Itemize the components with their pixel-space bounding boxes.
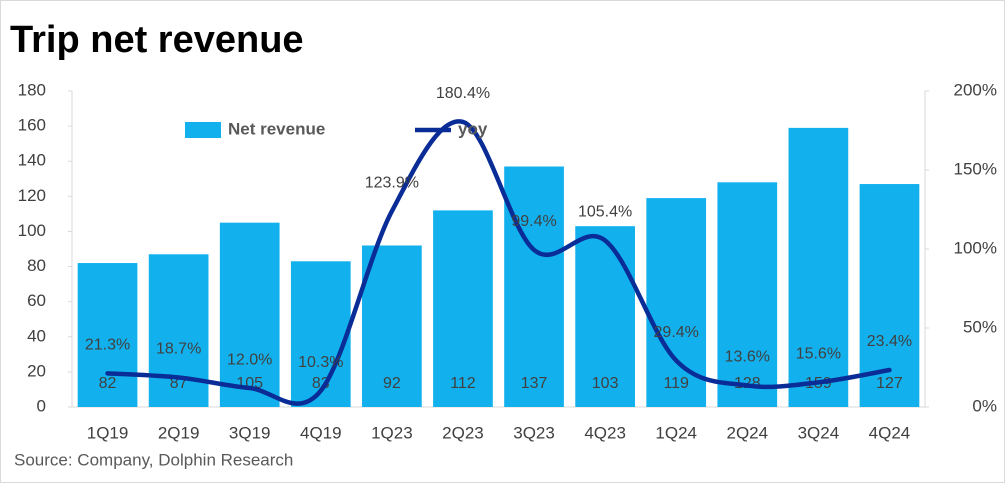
y-tick-label: 180: [18, 80, 46, 99]
bar: [77, 263, 138, 407]
x-tick-label: 2Q19: [158, 423, 200, 442]
y2-tick-label: 150%: [954, 159, 997, 178]
y-tick-label: 100: [18, 221, 46, 240]
line-value-label: 99.4%: [511, 213, 556, 230]
line-value-label: 29.4%: [654, 324, 699, 341]
x-tick-label: 4Q19: [300, 423, 342, 442]
line-value-label: 180.4%: [436, 85, 490, 102]
bar: [433, 210, 493, 407]
bar: [504, 166, 564, 407]
y-tick-label: 0: [37, 396, 46, 415]
line-value-label: 12.0%: [227, 351, 272, 368]
y-tick-label: 160: [18, 116, 46, 135]
legend-swatch: [185, 122, 221, 138]
x-tick-label: 1Q24: [655, 423, 697, 442]
bar-value-label: 92: [383, 375, 401, 392]
y2-tick-label: 0%: [972, 396, 997, 415]
bar-value-label: 119: [663, 375, 689, 392]
y-tick-label: 140: [18, 151, 46, 170]
line-value-label: 21.3%: [85, 337, 130, 354]
bar-value-label: 103: [592, 375, 619, 392]
x-tick-label: 3Q24: [798, 423, 840, 442]
line-value-label: 23.4%: [867, 333, 912, 350]
y-tick-label: 60: [27, 291, 46, 310]
legend-label: yoy: [458, 119, 488, 138]
y-tick-label: 20: [27, 361, 46, 380]
bar: [717, 182, 778, 407]
x-tick-label: 3Q23: [513, 423, 555, 442]
line-value-label: 18.7%: [156, 341, 201, 358]
line-value-label: 105.4%: [578, 204, 632, 221]
x-tick-label: 1Q19: [87, 423, 129, 442]
bar: [575, 226, 635, 407]
bar: [646, 198, 707, 407]
y-tick-label: 80: [27, 256, 46, 275]
bar: [219, 222, 280, 407]
bar-value-label: 112: [450, 375, 476, 392]
x-tick-label: 4Q23: [584, 423, 626, 442]
bar-value-label: 82: [99, 375, 117, 392]
bar-value-label: 127: [876, 375, 903, 392]
x-tick-label: 1Q23: [371, 423, 413, 442]
bar: [788, 127, 849, 407]
x-tick-label: 4Q24: [869, 423, 911, 442]
bar: [290, 261, 351, 407]
x-tick-label: 3Q19: [229, 423, 271, 442]
chart-title: Trip net revenue: [10, 19, 304, 61]
line-value-label: 123.9%: [365, 174, 419, 191]
bar-value-label: 137: [521, 375, 548, 392]
x-tick-label: 2Q24: [726, 423, 768, 442]
line-value-label: 15.6%: [796, 346, 841, 363]
y2-tick-label: 100%: [954, 238, 997, 257]
x-tick-label: 2Q23: [442, 423, 484, 442]
y2-tick-label: 200%: [954, 80, 997, 99]
legend-label: Net revenue: [228, 119, 325, 138]
line-value-label: 10.3%: [298, 354, 343, 371]
source-note: Source: Company, Dolphin Research: [14, 450, 293, 469]
y-tick-label: 40: [27, 326, 46, 345]
y2-tick-label: 50%: [963, 317, 997, 336]
y-tick-label: 120: [18, 186, 46, 205]
bar: [362, 245, 422, 407]
line: [105, 119, 892, 406]
line-value-label: 13.6%: [725, 349, 770, 366]
